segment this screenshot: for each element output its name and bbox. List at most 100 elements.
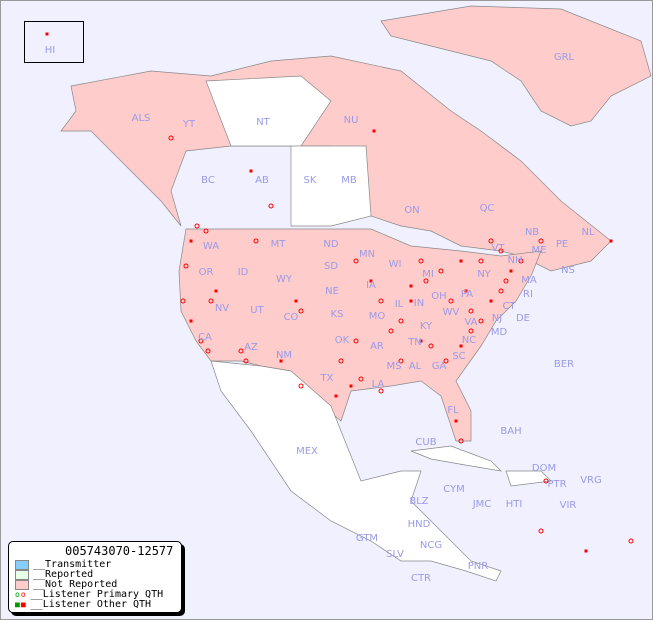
other-qth-icon: ■ (15, 600, 20, 609)
primary-qth-icon: o (20, 590, 26, 599)
region-label-ny: NY (477, 269, 491, 280)
canada-alaska (60, 55, 612, 272)
listener-primary-qth-marker (388, 328, 394, 334)
region-label-oh: OH (431, 291, 446, 302)
listener-dots (45, 32, 634, 553)
legend: 005743070-12577 __Transmitter __Reported… (8, 541, 182, 613)
region-label-ut: UT (250, 305, 264, 316)
listener-primary-qth-marker (498, 248, 504, 254)
listener-primary-qth-marker (353, 338, 359, 344)
region-label-yt: YT (182, 119, 196, 130)
listener-primary-qth-marker (268, 203, 274, 209)
region-label-nj: NJ (492, 313, 502, 324)
region-label-blz: BLZ (409, 496, 428, 507)
legend-not-reported: __Not Reported (15, 580, 117, 590)
region-label-hti: HTI (506, 499, 523, 510)
listener-other-qth-marker (459, 259, 463, 263)
listener-primary-qth-marker (438, 268, 444, 274)
listener-primary-qth-marker (180, 298, 186, 304)
listener-other-qth-marker (189, 239, 193, 243)
listener-primary-qth-marker (443, 358, 449, 364)
listener-primary-qth-marker (194, 223, 200, 229)
region-label-ca: CA (198, 332, 212, 343)
greenland (380, 5, 652, 127)
listener-primary-qth-marker (353, 258, 359, 264)
region-label-nu: NU (344, 115, 359, 126)
legend-other-qth: ■ ■ __Listener Other QTH (15, 600, 151, 610)
region-label-ms: MS (387, 361, 402, 372)
listener-other-qth-marker (372, 129, 376, 133)
listener-primary-qth-marker (538, 528, 544, 534)
region-label-mb: MB (341, 175, 357, 186)
region-label-nh: NH (508, 255, 523, 266)
listener-other-qth-marker (609, 239, 613, 243)
region-label-bc: BC (201, 175, 215, 186)
region-label-co: CO (284, 312, 299, 323)
legend-label: __Transmitter (33, 559, 112, 570)
listener-other-qth-marker (419, 339, 423, 343)
listener-other-qth-marker (509, 269, 513, 273)
listener-primary-qth-marker (378, 298, 384, 304)
region-label-sc: SC (452, 351, 465, 362)
region-label-fl: FL (447, 405, 459, 416)
region-label-dom: DOM (532, 463, 556, 474)
region-label-wy: WY (276, 274, 293, 285)
listener-primary-qth-marker (398, 358, 404, 364)
listener-primary-qth-marker (468, 328, 474, 334)
region-label-nv: NV (215, 303, 229, 314)
primary-qth-icon: o (15, 590, 20, 599)
listener-other-qth-marker (45, 32, 49, 36)
region-label-ar: AR (370, 341, 384, 352)
region-label-de: DE (516, 313, 530, 324)
region-label-cym: CYM (443, 484, 465, 495)
legend-label: __Not Reported (33, 579, 118, 590)
region-label-tn: TN (407, 337, 422, 348)
canada-white (205, 75, 372, 227)
region-label-pa: PA (461, 289, 473, 300)
region-label-ncg: NCG (420, 540, 442, 551)
region-label-ga: GA (432, 361, 447, 372)
listener-other-qth-marker (249, 169, 253, 173)
listener-primary-qth-marker (478, 318, 484, 324)
region-label-nc: NC (462, 335, 476, 346)
listener-primary-qth-marker (298, 308, 304, 314)
listener-primary-qth-marker (538, 238, 544, 244)
region-label-id: ID (238, 267, 249, 278)
region-label-cub: CUB (415, 437, 436, 448)
region-label-jmc: JMC (472, 499, 492, 510)
listener-other-qth-marker (189, 319, 193, 323)
listener-primary-qth-marker (518, 258, 524, 264)
region-label-ri: RI (523, 289, 533, 300)
region-label-nl: NL (581, 227, 594, 238)
region-label-mex: MEX (296, 446, 318, 457)
region-label-slv: SLV (386, 549, 404, 560)
region-label-gtm: GTM (356, 533, 378, 544)
region-label-sk: SK (304, 175, 317, 186)
region-label-ber: BER (554, 359, 574, 370)
legend-label: __Listener Primary QTH (30, 589, 164, 600)
region-label-ab: AB (255, 175, 269, 186)
legend-transmitter: __Transmitter (15, 560, 111, 570)
region-label-mi: MI (422, 269, 434, 280)
region-label-hi: HI (45, 45, 55, 56)
region-label-sd: SD (324, 261, 338, 272)
listener-primary-qth-marker (198, 338, 204, 344)
listener-other-qth-marker (454, 419, 458, 423)
region-label-or: OR (199, 267, 214, 278)
region-label-in: IN (414, 298, 424, 309)
listener-other-qth-marker (294, 299, 298, 303)
not-reported-swatch (15, 580, 29, 590)
legend-label: __Listener Other QTH (30, 599, 152, 610)
listener-primary-qth-marker (253, 238, 259, 244)
listener-primary-qth-marker (298, 383, 304, 389)
listener-primary-qth-marker (448, 298, 454, 304)
region-label-az: AZ (244, 342, 258, 353)
listener-primary-qth-marker (418, 258, 424, 264)
listener-other-qth-marker (409, 299, 413, 303)
listener-primary-qth-marker (338, 358, 344, 364)
usa (178, 228, 542, 442)
listener-primary-qth-marker (358, 376, 364, 382)
hispaniola (505, 470, 552, 487)
